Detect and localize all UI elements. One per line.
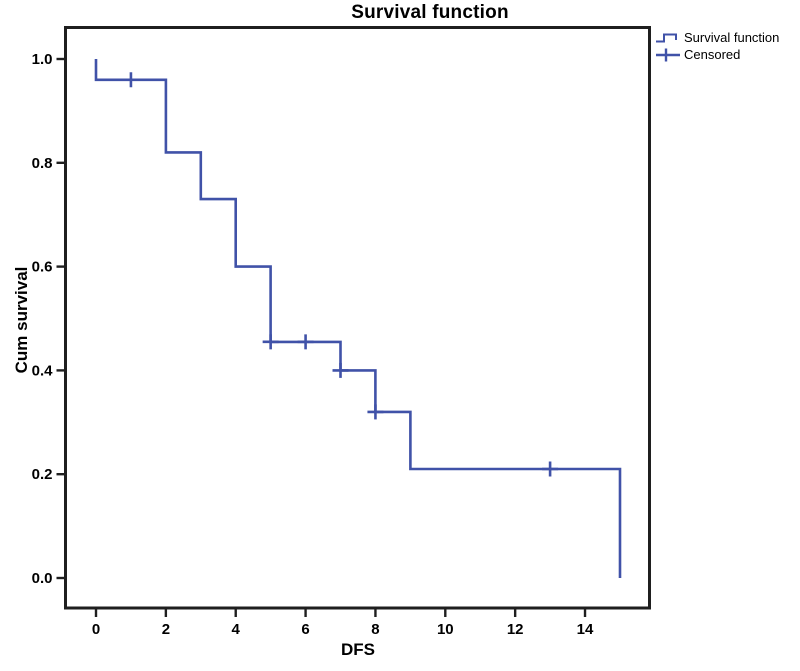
- y-tick-label: 0.4: [32, 362, 54, 379]
- plus-marker-icon: [656, 48, 680, 62]
- legend: Survival function Censored: [655, 30, 779, 63]
- y-tick-label: 0.0: [32, 570, 53, 587]
- x-tick-label: 12: [507, 621, 524, 638]
- x-tick-label: 14: [577, 621, 594, 638]
- y-tick-label: 0.2: [32, 466, 53, 483]
- survival-step-curve: [94, 59, 622, 578]
- x-tick-label: 0: [92, 621, 100, 638]
- legend-item-censored: Censored: [655, 47, 779, 63]
- step-line-icon: [656, 33, 677, 43]
- y-tick-label: 0.6: [32, 259, 53, 276]
- y-tick-label: 1.0: [32, 51, 53, 68]
- x-tick-label: 8: [371, 621, 379, 638]
- x-tick-label: 6: [301, 621, 309, 638]
- legend-item-survival-function: Survival function: [655, 30, 779, 46]
- x-tick-label: 10: [437, 621, 454, 638]
- y-tick-label: 0.8: [32, 155, 53, 172]
- x-tick-label: 2: [162, 621, 170, 638]
- legend-label-censored: Censored: [684, 47, 741, 62]
- plot-border: [64, 26, 651, 610]
- chart-title: Survival function: [351, 2, 509, 23]
- legend-label-survival-function: Survival function: [684, 30, 780, 45]
- x-tick-label: 4: [232, 621, 241, 638]
- x-axis-title: DFS: [341, 640, 375, 659]
